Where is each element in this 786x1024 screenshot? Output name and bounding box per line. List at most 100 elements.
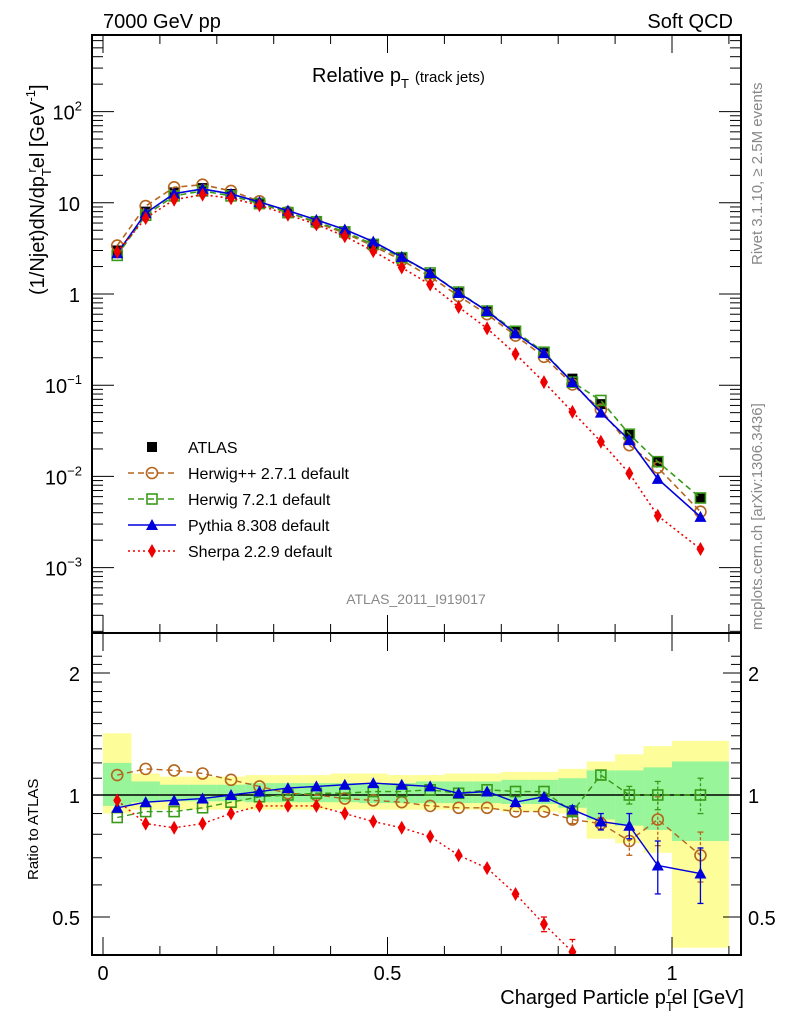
- ylabel-close: ]: [27, 84, 49, 90]
- marker-open-circle: [537, 805, 551, 818]
- marker-triangle: [566, 376, 579, 388]
- legend-item: Sherpa 2.2.9 default: [128, 544, 333, 561]
- marker-triangle: [537, 790, 550, 802]
- xlabel-tail: el [GeV]: [672, 987, 744, 1009]
- marker-triangle: [424, 266, 437, 278]
- ratio-series-pythia-8-308-default: [111, 777, 707, 905]
- marker-diamond: [369, 244, 378, 259]
- marker-diamond: [148, 544, 156, 558]
- marker-diamond: [312, 798, 321, 813]
- marker-diamond: [255, 798, 264, 813]
- marker-diamond: [483, 321, 492, 336]
- marker-diamond: [426, 829, 435, 844]
- y-tick-label: 10−1: [45, 372, 82, 398]
- marker-diamond: [113, 793, 122, 808]
- ratio-y-tick-label-right: 1: [748, 786, 759, 808]
- band-stat: [131, 781, 160, 803]
- marker-open-square: [623, 789, 636, 801]
- marker-diamond: [511, 346, 520, 361]
- marker-triangle: [452, 286, 465, 298]
- x-axis-label: Charged Particle pTrel [GeV]: [500, 984, 744, 1014]
- marker-diamond: [170, 820, 179, 835]
- band-stat: [159, 784, 189, 802]
- marker-square: [147, 442, 157, 452]
- marker-diamond: [141, 816, 150, 831]
- marker-open-circle: [480, 801, 494, 815]
- top-plot-area: [110, 178, 707, 556]
- marker-triangle: [424, 780, 437, 792]
- marker-triangle: [651, 859, 664, 871]
- ylabel-sub: T: [39, 168, 54, 176]
- legend-label: Pythia 8.308 default: [188, 518, 330, 535]
- y-tick-label: 10: [58, 194, 80, 216]
- band-stat: [387, 783, 416, 804]
- plot-title-sub: T: [401, 76, 409, 91]
- marker-triangle: [139, 796, 152, 808]
- marker-diamond: [198, 187, 207, 202]
- marker-triangle: [452, 787, 465, 799]
- marker-triangle: [509, 327, 522, 339]
- series-sherpa-2-2-9-default: [113, 187, 705, 556]
- ratio-series-sherpa-2-2-9-default: [113, 793, 578, 955]
- legend-item: Pythia 8.308 default: [128, 518, 330, 535]
- marker-diamond: [426, 277, 435, 292]
- marker-triangle: [395, 250, 408, 262]
- marker-diamond: [596, 434, 605, 449]
- marker-diamond: [483, 861, 492, 876]
- marker-open-square: [595, 769, 607, 781]
- ratio-y-tick-label-left: 0.5: [52, 908, 80, 930]
- marker-triangle: [694, 867, 707, 879]
- legend-item: ATLAS: [147, 440, 238, 457]
- marker-triangle: [594, 406, 607, 418]
- marker-open-circle: [452, 801, 465, 815]
- marker-triangle: [338, 778, 351, 790]
- ratio-y-axis-label: Ratio to ATLAS: [25, 779, 42, 880]
- marker-triangle: [651, 472, 664, 484]
- marker-diamond: [312, 217, 321, 232]
- ratio-line: [117, 768, 701, 856]
- top-axis-ticks: 102 10 1 10−1 10−2 10−3: [45, 35, 741, 633]
- marker-diamond: [539, 375, 548, 390]
- band-stat: [672, 761, 729, 842]
- ylabel-tail-sup: -1: [23, 90, 38, 102]
- band-stat: [558, 778, 587, 808]
- marker-triangle: [537, 347, 550, 359]
- marker-triangle: [481, 305, 494, 317]
- marker-open-circle: [167, 764, 181, 777]
- marker-diamond: [397, 820, 406, 835]
- legend-label: ATLAS: [188, 440, 238, 457]
- marker-open-circle: [139, 762, 152, 776]
- marker-diamond: [283, 798, 292, 813]
- ratio-line: [117, 774, 701, 819]
- marker-triangle: [253, 785, 266, 797]
- ratio-y-tick-label-left: 2: [69, 664, 80, 686]
- ylabel-tail: el [GeV: [27, 101, 49, 168]
- series-line: [116, 183, 702, 513]
- marker-diamond: [198, 816, 207, 831]
- marker-triangle: [281, 782, 294, 794]
- marker-diamond: [625, 466, 634, 481]
- ratio-y-tick-label-right: 0.5: [748, 908, 776, 930]
- marker-open-circle: [145, 466, 159, 480]
- band-stat: [359, 783, 388, 804]
- marker-triangle: [310, 780, 323, 792]
- ratio-axis-ticks: 2 2 1 1 0.5 0.5 0 0.5 1: [52, 633, 776, 985]
- marker-open-circle: [423, 799, 437, 813]
- marker-open-square: [694, 789, 707, 801]
- marker-triangle: [196, 792, 209, 804]
- marker-triangle: [338, 223, 351, 235]
- marker-open-square: [595, 394, 607, 407]
- marker-triangle: [367, 235, 380, 247]
- marker-diamond: [170, 192, 179, 207]
- ratio-y-tick-label-left: 1: [69, 786, 80, 808]
- ratio-y-tick-label-right: 2: [748, 664, 759, 686]
- marker-square: [695, 492, 706, 503]
- x-tick-label: 0: [97, 963, 108, 985]
- marker-diamond: [227, 806, 236, 821]
- marker-triangle: [623, 434, 636, 446]
- marker-triangle: [594, 815, 607, 827]
- legend-label: Herwig++ 2.7.1 default: [188, 466, 350, 483]
- marker-diamond: [696, 541, 705, 556]
- marker-diamond: [227, 191, 236, 206]
